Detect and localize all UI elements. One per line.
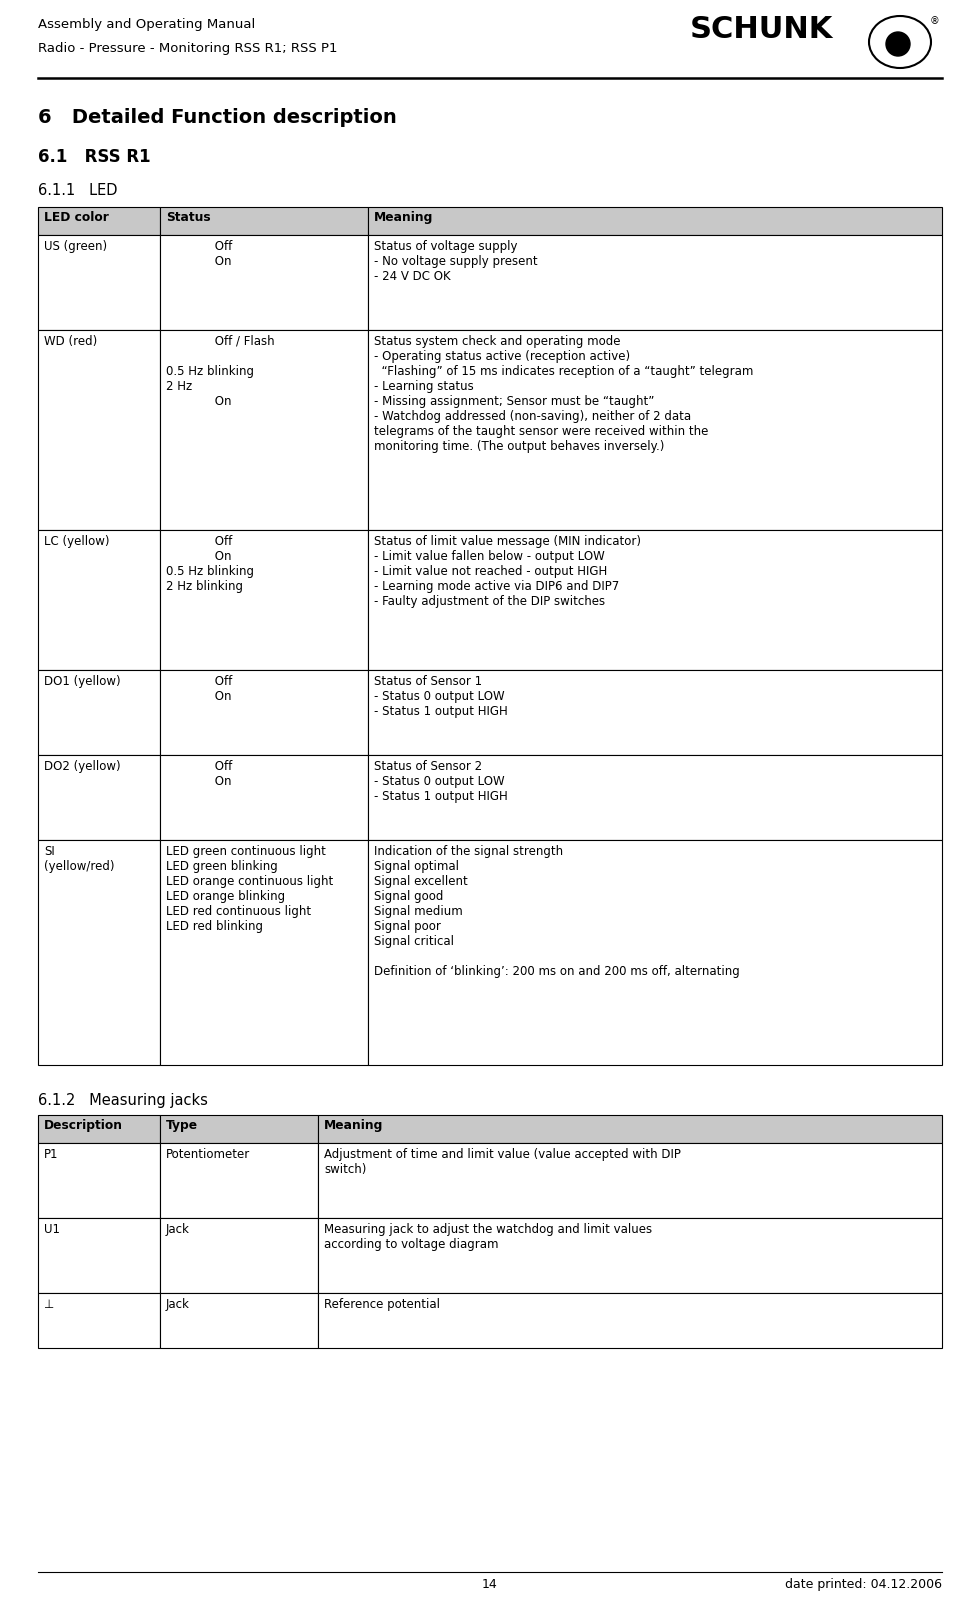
Text: SCHUNK: SCHUNK (690, 15, 833, 44)
Bar (318, 1144, 942, 1218)
Text: 6.1   RSS R1: 6.1 RSS R1 (38, 147, 151, 165)
Text: Meaning: Meaning (374, 211, 433, 224)
Text: Status of Sensor 1
- Status 0 output LOW
- Status 1 output HIGH: Status of Sensor 1 - Status 0 output LOW… (374, 676, 508, 718)
Text: Off
             On: Off On (166, 240, 232, 267)
Text: Type: Type (166, 1119, 198, 1132)
Text: 14: 14 (482, 1578, 498, 1591)
Bar (160, 330, 368, 530)
Text: ⊥: ⊥ (44, 1298, 54, 1311)
Text: Description: Description (44, 1119, 123, 1132)
Text: ®: ® (930, 16, 940, 26)
Bar (368, 841, 942, 1064)
Text: Assembly and Operating Manual: Assembly and Operating Manual (38, 18, 255, 31)
Bar (38, 1218, 160, 1293)
Bar (368, 330, 942, 530)
Text: Off
             On
0.5 Hz blinking
2 Hz blinking: Off On 0.5 Hz blinking 2 Hz blinking (166, 535, 254, 593)
Text: Off
             On: Off On (166, 760, 232, 787)
Bar (160, 671, 368, 755)
Bar (318, 1115, 942, 1144)
Bar (368, 207, 942, 235)
Text: Off / Flash

0.5 Hz blinking
2 Hz
             On: Off / Flash 0.5 Hz blinking 2 Hz On (166, 335, 274, 408)
Bar (160, 1144, 318, 1218)
Text: 6.1.2   Measuring jacks: 6.1.2 Measuring jacks (38, 1094, 208, 1108)
Bar (38, 1115, 160, 1144)
Text: Meaning: Meaning (324, 1119, 383, 1132)
Text: P1: P1 (44, 1149, 59, 1162)
Bar (318, 1293, 942, 1348)
Text: Status: Status (166, 211, 211, 224)
Text: Potentiometer: Potentiometer (166, 1149, 250, 1162)
Bar (38, 530, 160, 671)
Bar (38, 207, 160, 235)
Text: Indication of the signal strength
Signal optimal
Signal excellent
Signal good
Si: Indication of the signal strength Signal… (374, 846, 740, 978)
Bar (160, 1293, 318, 1348)
Bar (38, 671, 160, 755)
Text: Status system check and operating mode
- Operating status active (reception acti: Status system check and operating mode -… (374, 335, 754, 454)
Text: date printed: 04.12.2006: date printed: 04.12.2006 (785, 1578, 942, 1591)
Bar (160, 755, 368, 841)
Text: 6.1.1   LED: 6.1.1 LED (38, 183, 118, 198)
Bar (160, 207, 368, 235)
Text: LED green continuous light
LED green blinking
LED orange continuous light
LED or: LED green continuous light LED green bli… (166, 846, 333, 933)
Bar (368, 530, 942, 671)
Bar (38, 330, 160, 530)
Text: Jack: Jack (166, 1298, 190, 1311)
Text: DO1 (yellow): DO1 (yellow) (44, 676, 121, 688)
Bar (368, 671, 942, 755)
Bar (38, 235, 160, 330)
Text: Status of Sensor 2
- Status 0 output LOW
- Status 1 output HIGH: Status of Sensor 2 - Status 0 output LOW… (374, 760, 508, 804)
Text: Status of voltage supply
- No voltage supply present
- 24 V DC OK: Status of voltage supply - No voltage su… (374, 240, 538, 284)
Bar (368, 235, 942, 330)
Text: Reference potential: Reference potential (324, 1298, 440, 1311)
Text: US (green): US (green) (44, 240, 107, 253)
Bar (38, 1293, 160, 1348)
Bar (160, 841, 368, 1064)
Text: Jack: Jack (166, 1223, 190, 1236)
Text: Measuring jack to adjust the watchdog and limit values
according to voltage diag: Measuring jack to adjust the watchdog an… (324, 1223, 653, 1251)
Text: Off
             On: Off On (166, 676, 232, 703)
Bar (368, 755, 942, 841)
Text: Status of limit value message (MIN indicator)
- Limit value fallen below - outpu: Status of limit value message (MIN indic… (374, 535, 641, 608)
Bar (318, 1218, 942, 1293)
Text: SI
(yellow/red): SI (yellow/red) (44, 846, 115, 873)
Text: 6   Detailed Function description: 6 Detailed Function description (38, 109, 397, 126)
Text: U1: U1 (44, 1223, 60, 1236)
Text: Radio - Pressure - Monitoring RSS R1; RSS P1: Radio - Pressure - Monitoring RSS R1; RS… (38, 42, 337, 55)
Text: Adjustment of time and limit value (value accepted with DIP
switch): Adjustment of time and limit value (valu… (324, 1149, 681, 1176)
Bar (160, 1218, 318, 1293)
Text: WD (red): WD (red) (44, 335, 97, 348)
Bar (38, 1144, 160, 1218)
Text: LC (yellow): LC (yellow) (44, 535, 110, 548)
Bar (160, 1115, 318, 1144)
Bar (38, 755, 160, 841)
Text: LED color: LED color (44, 211, 109, 224)
Bar (160, 530, 368, 671)
Text: DO2 (yellow): DO2 (yellow) (44, 760, 121, 773)
Bar (38, 841, 160, 1064)
Circle shape (886, 32, 910, 57)
Bar (160, 235, 368, 330)
